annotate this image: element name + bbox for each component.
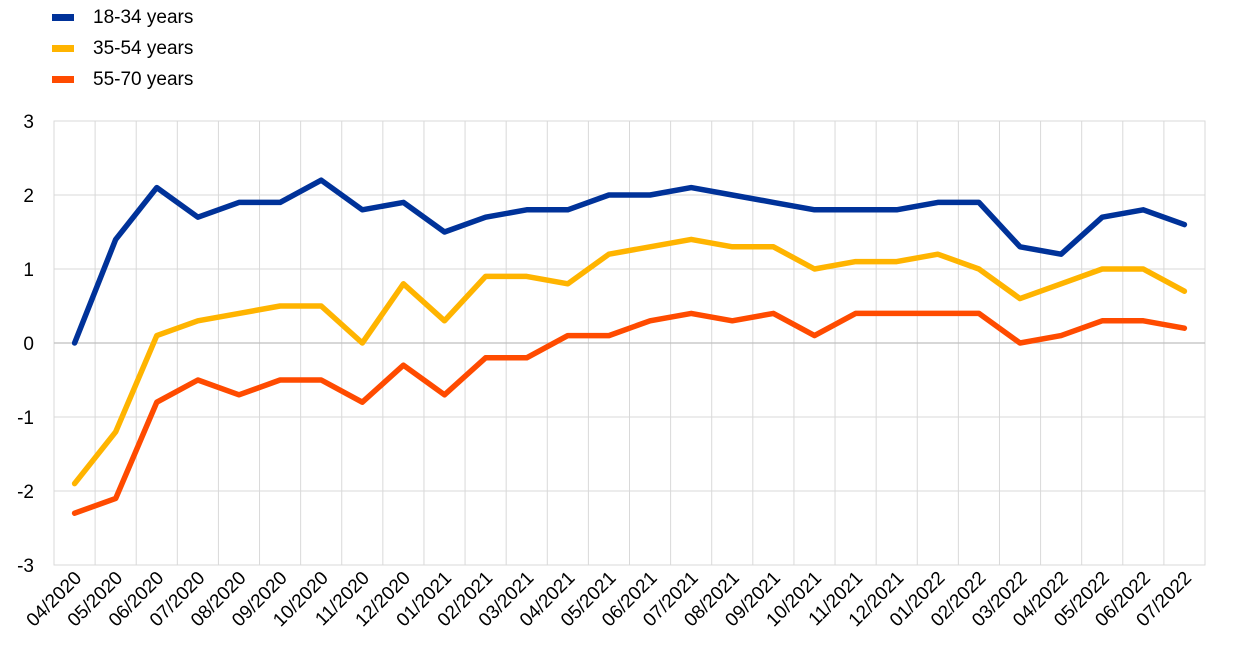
- y-tick-label: 0: [23, 334, 34, 355]
- y-tick-label: 2: [23, 186, 34, 207]
- legend-swatch-18-34: [52, 14, 74, 21]
- tick-labels: 3210-1-2-304/202005/202006/202007/202008…: [17, 112, 1196, 631]
- y-tick-label: -3: [17, 556, 34, 577]
- legend-swatch-35-54: [52, 45, 74, 52]
- y-tick-label: -2: [17, 482, 34, 503]
- y-tick-label: 3: [23, 112, 34, 133]
- legend-item-55-70: 55-70 years: [52, 64, 193, 95]
- series-line-55-70-years: [71, 310, 1188, 516]
- legend-item-35-54: 35-54 years: [52, 33, 193, 64]
- legend-swatch-55-70: [52, 76, 74, 83]
- legend-label-18-34: 18-34 years: [93, 6, 194, 28]
- legend-item-18-34: 18-34 years: [52, 2, 193, 33]
- chart-legend: 18-34 years 35-54 years 55-70 years: [52, 2, 193, 95]
- series-line-35-54-years: [71, 236, 1188, 487]
- legend-label-55-70: 55-70 years: [93, 68, 194, 90]
- legend-label-35-54: 35-54 years: [93, 37, 194, 59]
- y-tick-label: 1: [23, 260, 34, 281]
- y-tick-label: -1: [17, 408, 34, 429]
- series-layer: [71, 177, 1188, 516]
- series-line-18-34-years: [71, 177, 1188, 346]
